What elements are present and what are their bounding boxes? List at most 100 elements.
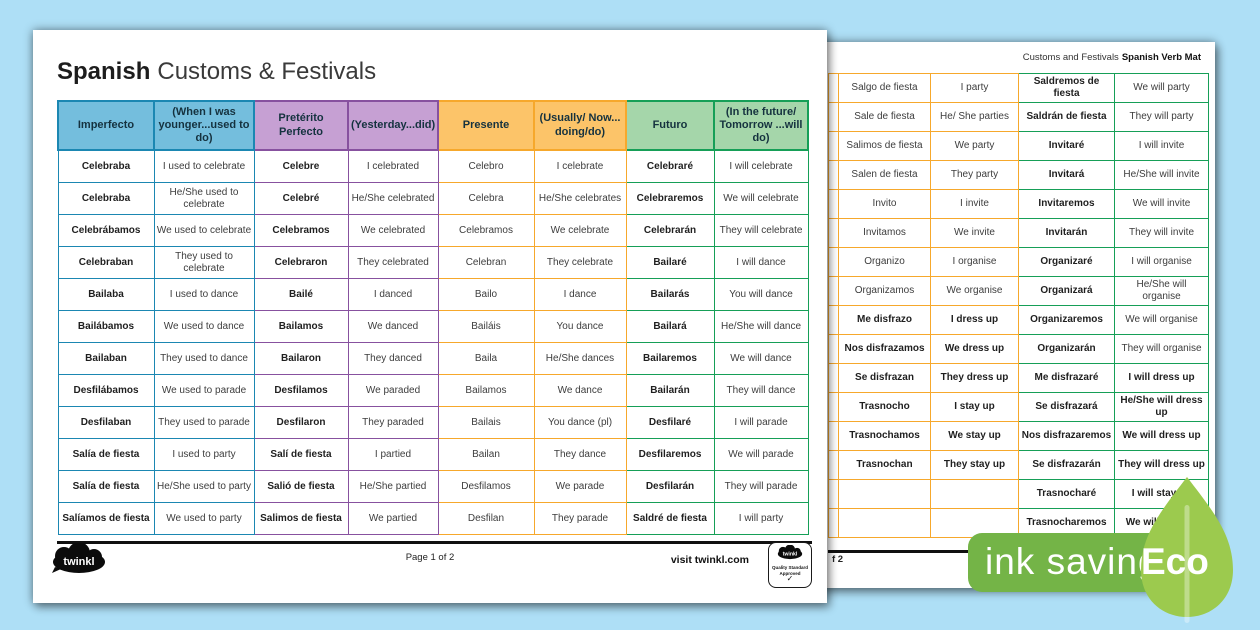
verb-cell: Invitaremos <box>1018 189 1115 219</box>
verb-cell: We invite <box>930 218 1019 248</box>
verb-cell: He/She will invite <box>1114 160 1209 190</box>
verb-cell: Celebra <box>437 182 535 215</box>
verb-cell: Salía de fiesta <box>57 470 155 503</box>
verb-cell: They used to parade <box>153 406 255 439</box>
verb-cell: Salí de fiesta <box>253 438 349 471</box>
verb-cell: Saldrán de fiesta <box>1018 102 1115 132</box>
verb-cell: Desfilaban <box>57 406 155 439</box>
verb-cell: Bailaban <box>57 342 155 375</box>
verb-cell: Celebrarán <box>625 214 715 247</box>
verb-cell: I invite <box>930 189 1019 219</box>
verb-cell: They dance <box>533 438 627 471</box>
verb-cell: Invitaré <box>1018 131 1115 161</box>
verb-cell: Bailábamos <box>57 310 155 343</box>
verb-cell: I will dress up <box>1114 363 1209 393</box>
verb-cell: Invitará <box>1018 160 1115 190</box>
verb-cell <box>930 479 1019 509</box>
verb-cell: They will dress up <box>1114 450 1209 480</box>
verb-cell: We will parade <box>713 438 809 471</box>
verb-cell: Celebraban <box>57 246 155 279</box>
eco-leaf-icon <box>1141 477 1233 628</box>
visit-link-text: visit twinkl.com <box>670 554 749 566</box>
twinkl-logo-icon: twinkl <box>51 542 107 580</box>
verb-cell: Organizarán <box>1018 334 1115 364</box>
verb-cell: Desfilaron <box>253 406 349 439</box>
verb-cell: Organizaré <box>1018 247 1115 277</box>
verb-cell: Bailo <box>437 278 535 311</box>
footer-divider <box>57 541 812 544</box>
verb-cell: We will celebrate <box>713 182 809 215</box>
table-row: Celebrábamos We used to celebrate Celebram… <box>57 214 809 247</box>
cutoff-cell <box>828 160 839 190</box>
verb-cell: Trasnochan <box>838 450 931 480</box>
table-row: Trasnocho I stay up Se disfrazará He/She wi… <box>828 392 1209 422</box>
verb-cell: They will parade <box>713 470 809 503</box>
quality-badge-line2: Approved <box>779 570 801 576</box>
verb-cell: They dress up <box>930 363 1019 393</box>
verb-cell: Desfilábamos <box>57 374 155 407</box>
verb-cell: Bailarás <box>625 278 715 311</box>
verb-cell: Sale de fiesta <box>838 102 931 132</box>
verb-cell: He/She will dance <box>713 310 809 343</box>
verb-cell: They celebrate <box>533 246 627 279</box>
verb-cell: Saldremos de fiesta <box>1018 73 1115 103</box>
cutoff-cell <box>828 508 839 538</box>
verb-cell: Salía de fiesta <box>57 438 155 471</box>
twinkl-logo-text: twinkl <box>63 556 94 568</box>
verb-cell: I organise <box>930 247 1019 277</box>
verb-cell: Desfilamos <box>437 470 535 503</box>
verb-cell: We used to celebrate <box>153 214 255 247</box>
verb-cell: Se disfrazarán <box>1018 450 1115 480</box>
verb-cell: Bailé <box>253 278 349 311</box>
verb-cell: They danced <box>347 342 439 375</box>
verb-cell: We will invite <box>1114 189 1209 219</box>
cutoff-cell <box>828 218 839 248</box>
verb-cell: Celebran <box>437 246 535 279</box>
verb-cell: I dress up <box>930 305 1019 335</box>
verb-cell: They will dance <box>713 374 809 407</box>
verb-cell: He/She used to party <box>153 470 255 503</box>
verb-cell: Salimos de fiesta <box>838 131 931 161</box>
cutoff-cell <box>828 131 839 161</box>
verb-cell: Celebramos <box>437 214 535 247</box>
verb-cell: Bailaremos <box>625 342 715 375</box>
verb-cell: I used to party <box>153 438 255 471</box>
verb-cell: I used to celebrate <box>153 149 255 183</box>
verb-cell: They will party <box>1114 102 1209 132</box>
verb-cell: We will dress up <box>1114 421 1209 451</box>
verb-cell: Organizará <box>1018 276 1115 306</box>
verb-cell: Bailais <box>437 406 535 439</box>
column-header: (When I was younger...used to do) <box>153 100 255 151</box>
verb-cell: We partied <box>347 502 439 535</box>
verb-cell: We dance <box>533 374 627 407</box>
verb-cell: Desfilamos <box>253 374 349 407</box>
table-row: Sale de fiesta He/ She parties Saldrán de … <box>828 102 1209 132</box>
verb-cell <box>838 479 931 509</box>
verb-cell: Celebré <box>253 182 349 215</box>
verb-cell: We paraded <box>347 374 439 407</box>
verb-cell: He/She partied <box>347 470 439 503</box>
quality-badge-line1: Quality Standard <box>771 565 808 570</box>
verb-cell: Bailaré <box>625 246 715 279</box>
verb-cell: He/She will dress up <box>1114 392 1209 422</box>
verb-table-page1: Imperfecto (When I was younger...used to … <box>57 100 809 535</box>
verb-cell: I will celebrate <box>713 149 809 183</box>
verb-cell: They parade <box>533 502 627 535</box>
eco-label: Eco <box>1141 541 1209 582</box>
verb-cell: I stay up <box>930 392 1019 422</box>
table-row: Salimos de fiesta We party Invitaré I will … <box>828 131 1209 161</box>
cutoff-cell <box>828 450 839 480</box>
page-title: Spanish Customs & Festivals <box>57 58 376 86</box>
verb-cell: Me disfrazo <box>838 305 931 335</box>
verb-cell: You dance (pl) <box>533 406 627 439</box>
verb-cell: He/She celebrated <box>347 182 439 215</box>
verb-cell: Salen de fiesta <box>838 160 931 190</box>
verb-cell: Bailarán <box>625 374 715 407</box>
cutoff-cell <box>828 189 839 219</box>
page2-header: Customs and Festivals Spanish Verb Mat <box>1023 52 1201 63</box>
verb-cell: They will invite <box>1114 218 1209 248</box>
table-row: Desfilábamos We used to parade Desfilamos W… <box>57 374 809 407</box>
worksheet-page-2: Customs and Festivals Spanish Verb Mat Sa… <box>820 42 1215 588</box>
cutoff-cell <box>828 421 839 451</box>
page2-header-bold: Spanish Verb Mat <box>1121 52 1201 63</box>
